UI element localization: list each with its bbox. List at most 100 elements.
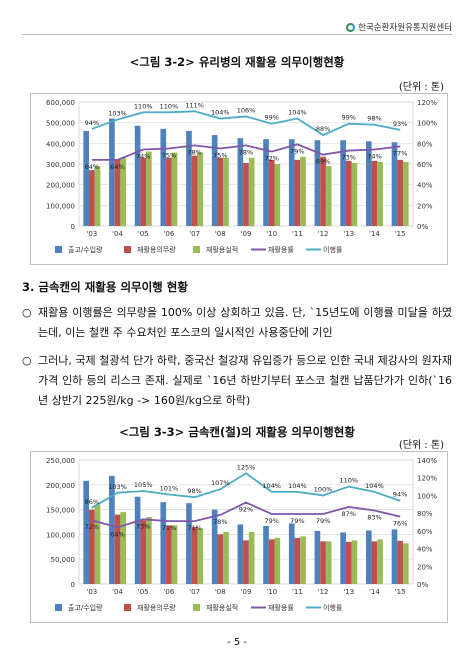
header-divider <box>22 34 452 35</box>
bar-2-4 <box>197 152 204 226</box>
data-label: 78% <box>187 148 201 156</box>
legend-label: 이행률 <box>323 245 343 254</box>
y2-tick-label: 20% <box>417 563 433 571</box>
legend-label: 출고/수입량 <box>68 245 103 254</box>
bar-1-11 <box>371 541 378 584</box>
x-tick-label: '13 <box>343 588 354 596</box>
bar-0-11 <box>365 141 372 226</box>
data-label: 88% <box>316 125 330 133</box>
x-tick-label: '05 <box>138 230 149 238</box>
data-label: 94% <box>393 491 407 499</box>
y2-tick-label: 60% <box>417 161 433 169</box>
bar-1-12 <box>397 540 403 584</box>
data-label: 79% <box>264 517 278 525</box>
x-tick-label: '09 <box>241 588 252 596</box>
bar-2-1 <box>120 512 127 584</box>
x-tick-label: '15 <box>395 588 406 596</box>
bar-1-0 <box>89 509 95 584</box>
y2-tick-label: 0% <box>417 223 428 231</box>
bar-0-3 <box>160 128 167 226</box>
bar-2-9 <box>325 541 332 584</box>
x-tick-label: '11 <box>292 588 303 596</box>
x-tick-label: '08 <box>215 230 226 238</box>
bar-0-4 <box>186 130 192 226</box>
data-label: 77% <box>393 149 407 157</box>
bar-0-4 <box>186 503 192 584</box>
data-label: 104% <box>365 482 384 490</box>
data-label: 98% <box>367 115 381 123</box>
data-label: 87% <box>342 510 356 518</box>
y2-tick-label: 40% <box>417 182 433 190</box>
data-label: 79% <box>316 517 330 525</box>
bar-0-10 <box>340 532 346 584</box>
bar-1-5 <box>217 534 224 584</box>
page-number: - 5 - <box>227 637 247 648</box>
bullet-text: 그러나, 국제 철광석 단가 하락, 중국산 철강재 유입증가 등으로 인한 국… <box>38 354 452 407</box>
section-heading: 3. 금속캔의 재활용 의무이행 현황 <box>22 280 188 294</box>
bar-0-7 <box>263 139 269 226</box>
bar-2-2 <box>146 517 152 584</box>
bar-2-12 <box>402 543 409 584</box>
bar-1-12 <box>397 159 403 226</box>
legend-swatch <box>193 604 200 611</box>
bar-1-10 <box>345 160 352 226</box>
data-label: 125% <box>237 463 256 471</box>
data-label: 110% <box>339 477 358 485</box>
bar-2-7 <box>274 537 281 584</box>
bullet-mark: ○ <box>22 306 32 319</box>
x-tick-label: '04 <box>112 588 123 596</box>
y2-tick-label: 100% <box>417 120 437 128</box>
legend-swatch <box>55 604 62 611</box>
bar-1-2 <box>140 157 147 226</box>
y-tick-label: 200,000 <box>46 182 75 190</box>
bar-0-11 <box>365 530 372 584</box>
series-line-0 <box>91 501 401 529</box>
bar-1-5 <box>217 157 224 226</box>
bar-2-3 <box>171 152 178 226</box>
data-label: 86% <box>85 498 99 506</box>
bar-0-12 <box>391 142 398 226</box>
bar-1-9 <box>320 156 326 226</box>
bar-0-10 <box>340 140 346 226</box>
data-label: 93% <box>393 120 407 128</box>
x-tick-label: '08 <box>215 588 226 596</box>
data-label: 73% <box>342 154 356 162</box>
data-label: 104% <box>211 109 230 117</box>
x-tick-label: '10 <box>266 588 277 596</box>
bar-1-1 <box>114 159 121 226</box>
y-tick-label: 200,000 <box>46 482 75 490</box>
figure1-unit: (단위 : 톤) <box>398 82 444 93</box>
bar-2-10 <box>351 540 358 584</box>
x-tick-label: '06 <box>164 588 175 596</box>
bar-0-5 <box>211 509 218 584</box>
data-label: 73% <box>136 522 150 530</box>
bar-0-6 <box>237 138 244 226</box>
data-label: 72% <box>85 523 99 531</box>
bar-0-1 <box>109 118 115 226</box>
bar-2-3 <box>171 525 178 584</box>
data-label: 100% <box>314 485 333 493</box>
bar-2-6 <box>248 531 255 584</box>
legend-label: 재활용률 <box>268 245 294 254</box>
bar-2-8 <box>300 536 306 584</box>
bar-0-8 <box>288 523 295 584</box>
y-tick-label: 0 <box>71 223 75 231</box>
org-name: 한국순환자원유통지원센터 <box>358 23 452 33</box>
y-tick-label: 400,000 <box>46 140 75 148</box>
bar-1-4 <box>191 155 198 226</box>
y-tick-label: 250,000 <box>46 457 75 465</box>
data-label: 98% <box>187 487 201 495</box>
chart-svg: 600,000 500,000 400,000 300,000 200,000 100,0… <box>46 99 437 254</box>
bar-0-7 <box>263 525 269 584</box>
bar-1-11 <box>371 160 378 226</box>
data-label: 107% <box>211 479 230 487</box>
bar-2-11 <box>377 161 383 226</box>
data-label: 104% <box>262 482 281 490</box>
legend-label: 이행률 <box>323 603 343 612</box>
x-tick-label: '14 <box>369 230 380 238</box>
bar-2-11 <box>377 539 383 584</box>
data-label: 110% <box>160 102 179 110</box>
data-label: 64% <box>110 163 124 171</box>
x-tick-label: '10 <box>266 230 277 238</box>
bullet-mark: ○ <box>22 354 32 367</box>
